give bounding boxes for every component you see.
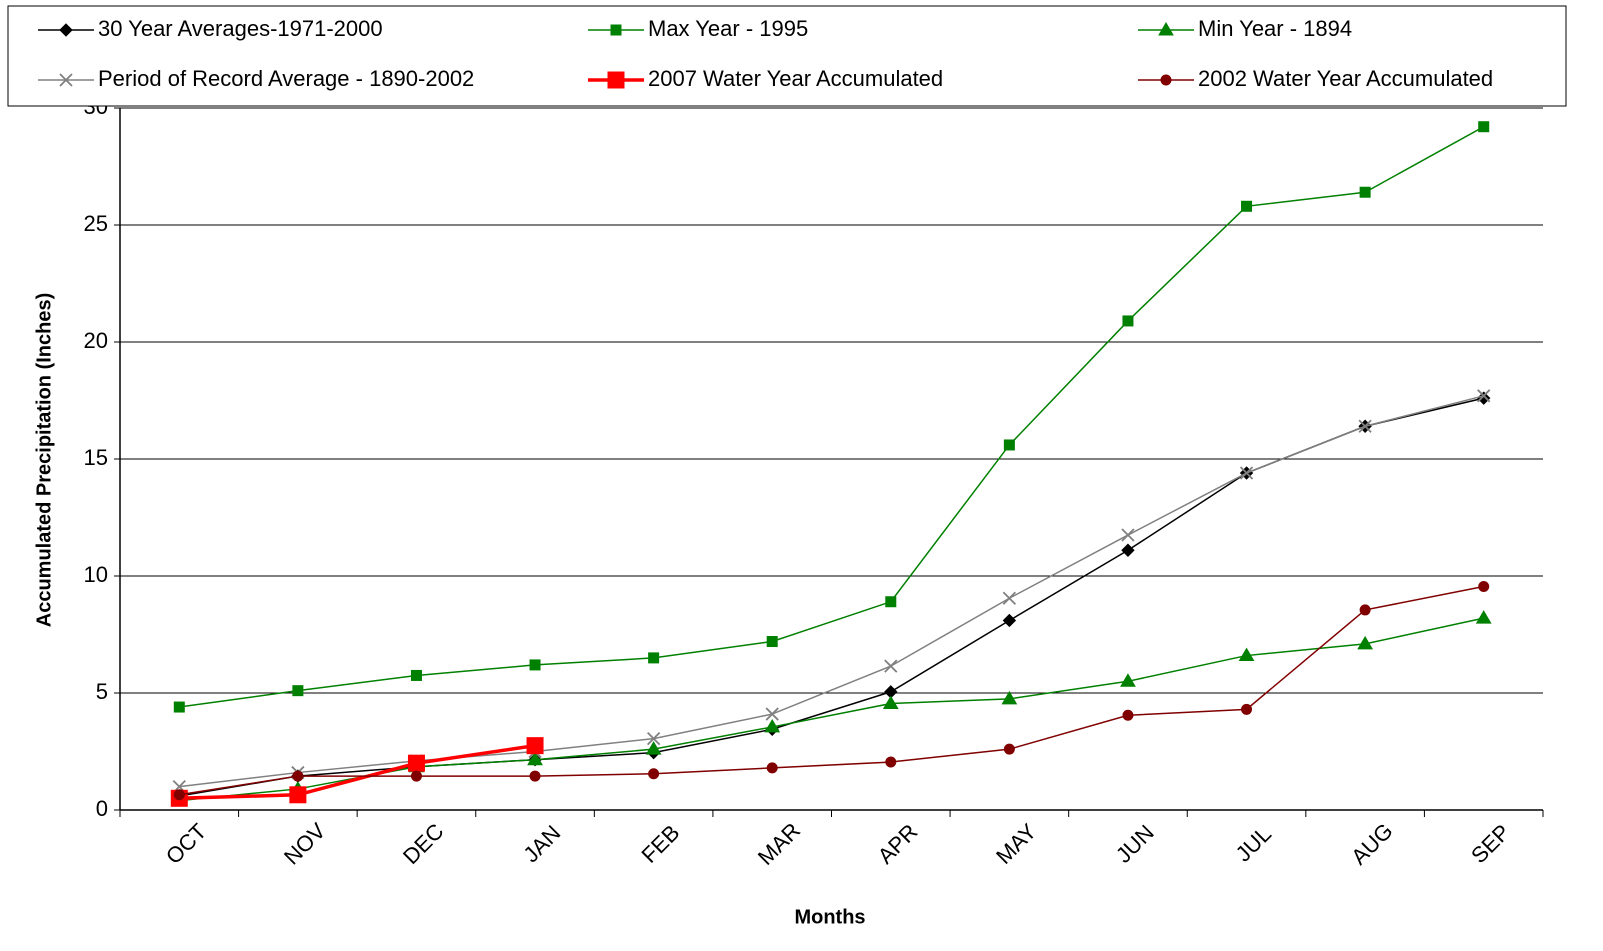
marker <box>1003 439 1015 451</box>
marker <box>1359 186 1371 198</box>
marker <box>289 786 307 804</box>
marker <box>610 24 622 36</box>
marker <box>1122 315 1134 327</box>
legend-label: Min Year - 1894 <box>1198 16 1352 41</box>
x-axis-title: Months <box>794 906 865 928</box>
y-tick-label: 20 <box>84 328 108 353</box>
x-tick-label: APR <box>873 819 923 869</box>
marker <box>529 659 541 671</box>
y-tick-label: 0 <box>96 796 108 821</box>
x-tick-label: MAY <box>991 818 1041 868</box>
legend-label: Period of Record Average - 1890-2002 <box>98 66 474 91</box>
marker <box>1359 604 1371 616</box>
marker <box>765 707 779 721</box>
marker <box>1357 635 1374 650</box>
x-tick-label: JUL <box>1231 821 1276 866</box>
y-tick-label: 15 <box>84 445 108 470</box>
y-axis-title: Accumulated Precipitation (Inches) <box>33 293 55 628</box>
legend-label: 30 Year Averages-1971-2000 <box>98 16 383 41</box>
legend: 30 Year Averages-1971-2000 Max Year - 199… <box>7 5 1567 107</box>
marker <box>1121 543 1135 557</box>
x-tick-label: NOV <box>279 818 331 870</box>
series-line <box>179 397 1484 797</box>
marker <box>882 695 899 710</box>
marker <box>884 659 898 673</box>
marker <box>1002 613 1017 628</box>
marker <box>1002 591 1017 605</box>
marker <box>173 789 185 801</box>
marker <box>1158 22 1174 36</box>
marker <box>1122 709 1134 721</box>
marker <box>1477 389 1491 403</box>
series-line <box>179 395 1484 788</box>
marker <box>648 652 660 664</box>
marker <box>1358 419 1372 433</box>
marker <box>410 669 422 681</box>
marker <box>1160 74 1172 86</box>
series-line <box>179 617 1484 802</box>
x-tick-label: OCT <box>161 819 212 870</box>
marker <box>527 751 543 766</box>
marker <box>648 768 660 780</box>
x-tick-label: JAN <box>518 820 565 867</box>
marker <box>1001 690 1018 705</box>
marker <box>1241 703 1253 715</box>
x-tick-label: AUG <box>1346 818 1397 869</box>
legend-label: 2002 Water Year Accumulated <box>1198 66 1493 91</box>
marker <box>645 741 662 755</box>
series-line <box>179 743 536 801</box>
marker <box>607 71 625 89</box>
marker <box>407 754 425 772</box>
x-tick-label: DEC <box>398 818 449 869</box>
marker <box>1120 673 1136 687</box>
marker <box>292 685 304 697</box>
marker <box>646 731 661 746</box>
marker <box>766 636 778 648</box>
marker <box>1121 528 1135 542</box>
marker <box>1477 391 1491 405</box>
x-tick-label: MAR <box>753 818 805 870</box>
legend-label: 2007 Water Year Accumulated <box>648 66 943 91</box>
marker <box>410 770 422 782</box>
marker <box>529 770 541 782</box>
marker <box>1003 743 1015 755</box>
marker <box>1239 466 1254 480</box>
marker <box>885 596 897 608</box>
marker <box>1478 581 1490 593</box>
marker <box>766 762 778 774</box>
marker <box>173 701 185 713</box>
legend-box <box>7 5 1567 107</box>
y-tick-label: 25 <box>84 211 108 236</box>
x-tick-label: JUN <box>1111 820 1159 868</box>
marker <box>1475 610 1492 624</box>
y-tick-label: 10 <box>84 562 108 587</box>
marker <box>1241 200 1253 212</box>
legend-label: Max Year - 1995 <box>648 16 808 41</box>
marker <box>1238 647 1255 662</box>
marker <box>885 756 897 768</box>
y-tick-label: 5 <box>96 679 108 704</box>
marker <box>1478 121 1490 133</box>
marker <box>764 718 781 733</box>
marker <box>59 73 73 87</box>
x-tick-label: SEP <box>1466 819 1515 868</box>
marker <box>526 737 544 755</box>
marker <box>59 23 73 37</box>
x-tick-label: FEB <box>636 820 684 868</box>
series-line <box>179 126 1485 708</box>
series-line <box>179 585 1484 796</box>
marker <box>292 770 304 782</box>
